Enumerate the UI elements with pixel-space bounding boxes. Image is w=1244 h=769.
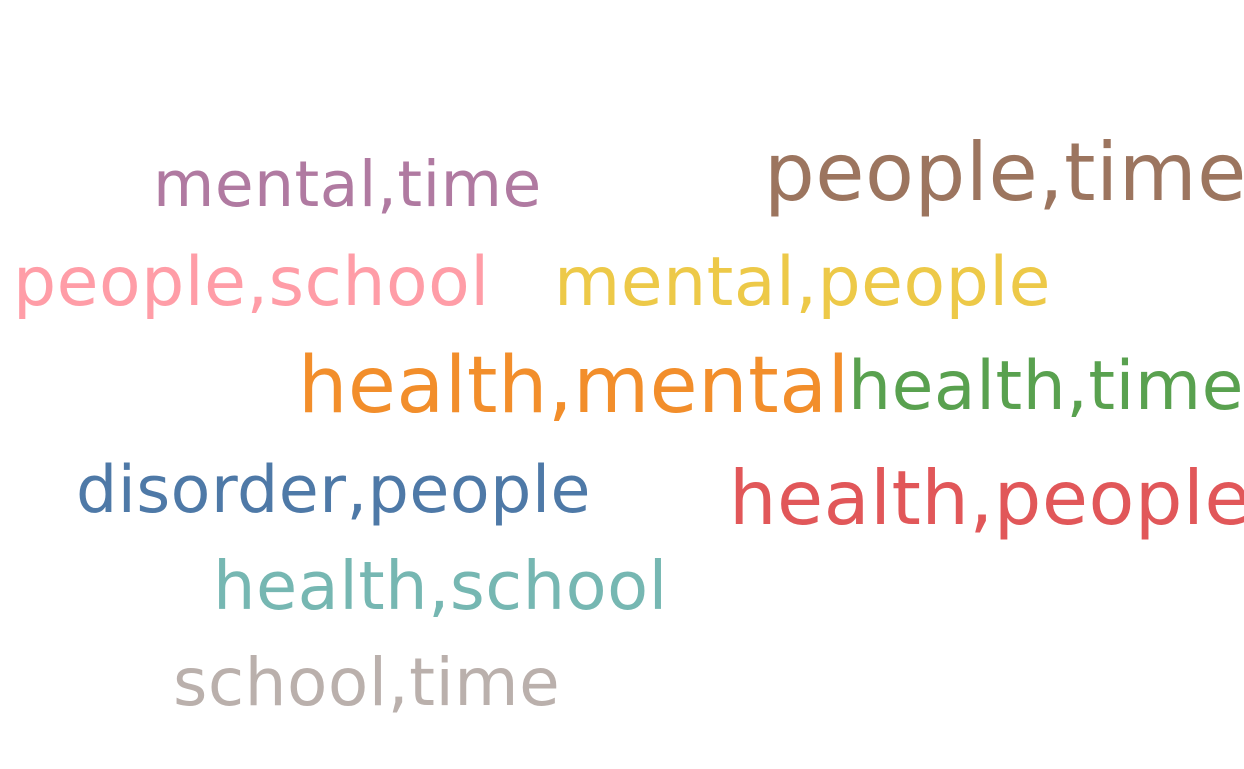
word-mental-time: mental,time — [153, 148, 542, 221]
word-mental-people: mental,people — [554, 243, 1052, 322]
word-health-mental: health,mental — [298, 341, 850, 431]
word-health-people: health,people — [729, 454, 1244, 542]
word-disorder-people: disorder,people — [76, 453, 591, 528]
word-school-time: school,time — [173, 644, 561, 721]
word-people-school: people,school — [13, 243, 490, 322]
word-health-school: health,school — [213, 547, 668, 625]
word-health-time: health,time — [848, 347, 1244, 426]
word-people-time: people,time — [764, 126, 1244, 219]
